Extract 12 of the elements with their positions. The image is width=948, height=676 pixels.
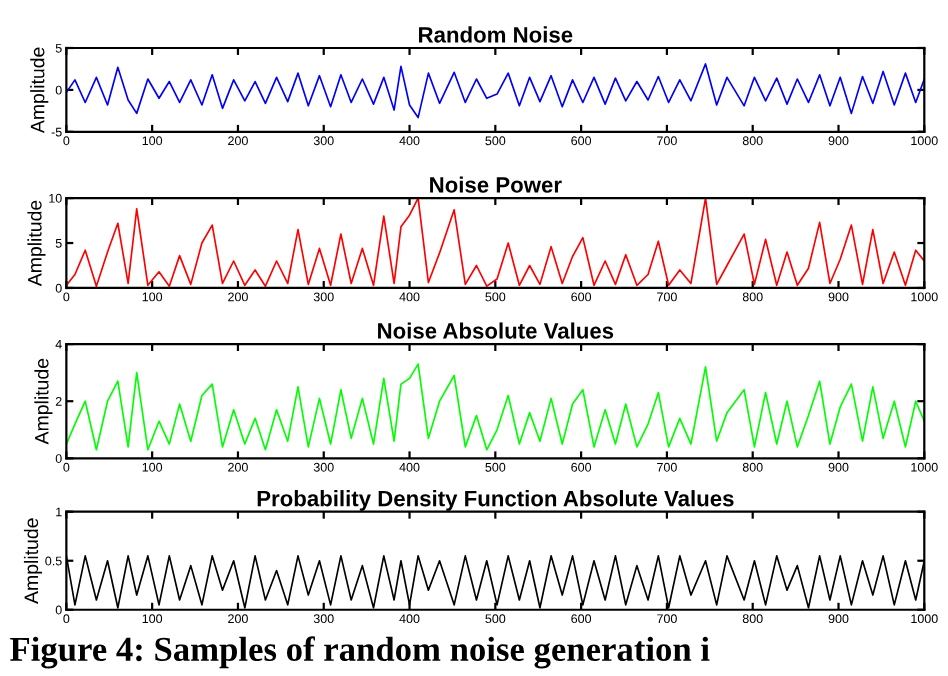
chart-title: Noise Power	[430, 176, 562, 193]
y-axis-title: Amplitude	[27, 200, 46, 287]
y-axis-title: Amplitude	[23, 518, 43, 604]
chart-title: Probability Density Function Absolute Values	[257, 490, 734, 511]
line-series	[66, 363, 925, 451]
caption: Figure 4: Samples of random noise generation i	[10, 636, 710, 669]
line-series	[66, 63, 925, 119]
chart-title: Noise Absolute Values	[378, 322, 614, 339]
line-series	[66, 198, 925, 288]
y-axis-title: Amplitude	[30, 47, 49, 134]
chart-title: Random Noise	[419, 26, 573, 43]
y-axis-title: Amplitude	[34, 358, 53, 445]
